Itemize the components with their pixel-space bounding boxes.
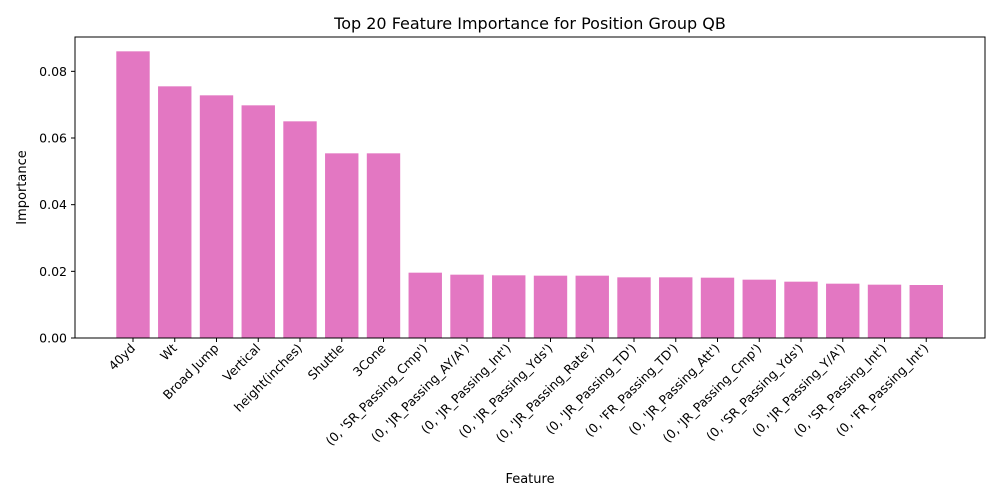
y-tick-label: 0.02 xyxy=(39,264,67,279)
bar-0 xyxy=(116,51,150,338)
bar-17 xyxy=(826,283,860,338)
bar-5 xyxy=(325,153,359,338)
y-tick-label: 0.04 xyxy=(39,197,67,212)
bar-16 xyxy=(784,281,818,338)
bar-11 xyxy=(575,275,609,338)
y-tick-label: 0.06 xyxy=(39,131,67,146)
bar-7 xyxy=(408,272,442,338)
bar-12 xyxy=(617,277,651,338)
bar-14 xyxy=(700,277,735,338)
bar-6 xyxy=(366,153,401,338)
bar-3 xyxy=(241,105,275,338)
bar-13 xyxy=(659,277,693,338)
bar-4 xyxy=(283,121,317,338)
bar-9 xyxy=(492,275,526,338)
plot-frame xyxy=(74,36,986,339)
y-tick-label: 0.00 xyxy=(39,331,67,346)
bar-19 xyxy=(909,285,943,338)
x-axis-label: Feature xyxy=(505,472,554,487)
bar-10 xyxy=(533,275,568,338)
chart-title: Top 20 Feature Importance for Position G… xyxy=(333,14,726,33)
bars-group xyxy=(116,51,943,338)
y-axis-label: Importance xyxy=(15,150,30,225)
y-axis: 0.00 0.02 0.04 0.06 0.08 xyxy=(39,64,75,346)
bar-8 xyxy=(450,274,484,338)
bar-2 xyxy=(199,95,234,338)
bar-15 xyxy=(742,279,776,338)
y-tick-label: 0.08 xyxy=(39,64,67,79)
bar-18 xyxy=(867,284,902,338)
bar-1 xyxy=(158,86,192,338)
